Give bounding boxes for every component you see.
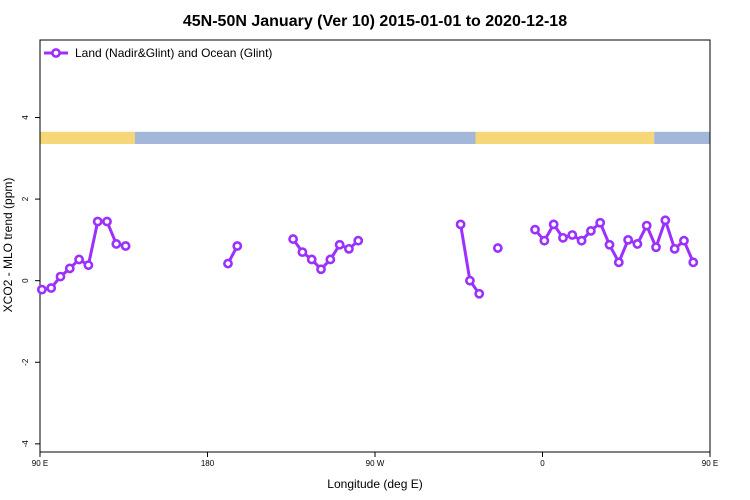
map-strip-land-2 xyxy=(475,131,655,145)
data-point-5-2 xyxy=(548,219,559,230)
y-tick-label-4: 4 xyxy=(21,115,30,120)
data-point-3-2 xyxy=(474,288,485,299)
legend-swatch-marker xyxy=(51,48,61,58)
x-axis-label: Longitude (deg E) xyxy=(327,477,422,491)
map-strip-ocean-1 xyxy=(134,131,476,145)
data-point-0-1 xyxy=(46,283,57,293)
data-point-2-5 xyxy=(334,239,345,250)
data-point-0-3 xyxy=(64,263,75,274)
x-tick-label-1: 180 xyxy=(201,459,215,468)
data-point-5-11 xyxy=(632,239,643,249)
data-point-4-0 xyxy=(492,243,503,253)
data-point-5-16 xyxy=(679,235,689,246)
data-point-5-0 xyxy=(530,224,540,235)
data-point-5-8 xyxy=(604,239,615,250)
data-point-5-14 xyxy=(660,215,671,226)
x-tick-label-0: 90 E xyxy=(32,459,48,468)
data-point-5-9 xyxy=(613,257,624,268)
data-point-5-5 xyxy=(576,235,587,246)
data-point-1-0 xyxy=(223,258,233,269)
data-point-2-1 xyxy=(297,247,308,258)
data-point-2-6 xyxy=(344,243,354,254)
data-point-5-10 xyxy=(623,234,634,245)
map-strip-land-0 xyxy=(40,131,135,145)
data-point-5-6 xyxy=(585,226,596,236)
x-tick-label-3: 0 xyxy=(540,459,545,468)
data-point-2-3 xyxy=(316,264,326,275)
data-point-2-0 xyxy=(288,234,299,244)
series-line-0 xyxy=(41,220,126,292)
data-point-0-5 xyxy=(83,260,94,271)
legend-label: Land (Nadir&Glint) and Ocean (Glint) xyxy=(75,46,272,60)
data-point-5-4 xyxy=(567,230,578,240)
data-point-5-17 xyxy=(688,257,699,268)
y-tick-label-3: 2 xyxy=(21,196,30,201)
data-point-3-0 xyxy=(455,219,466,230)
data-point-5-7 xyxy=(595,217,606,228)
data-point-1-1 xyxy=(232,241,243,251)
y-axis-label: XCO2 - MLO trend (ppm) xyxy=(1,178,15,313)
data-point-2-4 xyxy=(325,254,336,265)
map-strip-ocean-3 xyxy=(654,131,710,145)
data-point-5-3 xyxy=(558,232,568,243)
y-tick-label-1: -2 xyxy=(21,358,30,366)
data-point-5-15 xyxy=(669,243,680,254)
chart-title: 45N-50N January (Ver 10) 2015-01-01 to 2… xyxy=(183,13,567,30)
data-point-5-13 xyxy=(651,242,661,253)
data-point-0-8 xyxy=(111,239,122,249)
series-line-5 xyxy=(533,218,695,264)
y-tick-label-2: 0 xyxy=(21,278,30,283)
data-point-0-7 xyxy=(102,216,112,227)
x-tick-label-2: 90 W xyxy=(366,459,385,468)
data-point-5-1 xyxy=(539,235,550,246)
data-point-0-0 xyxy=(36,284,47,295)
plot-area: 90 E 180 90 W 0 90 E -4 -2 0 2 4 Land (Nadir&Glint… xyxy=(21,39,718,468)
data-point-2-2 xyxy=(306,254,317,265)
data-point-0-4 xyxy=(74,254,84,265)
data-point-2-7 xyxy=(353,235,364,246)
data-point-3-1 xyxy=(465,275,475,286)
data-point-0-2 xyxy=(55,271,66,282)
data-point-0-6 xyxy=(92,216,103,227)
data-point-5-12 xyxy=(641,220,652,231)
x-tick-label-4: 90 E xyxy=(702,459,718,468)
data-point-0-9 xyxy=(120,241,131,251)
y-tick-label-0: -4 xyxy=(21,440,30,448)
